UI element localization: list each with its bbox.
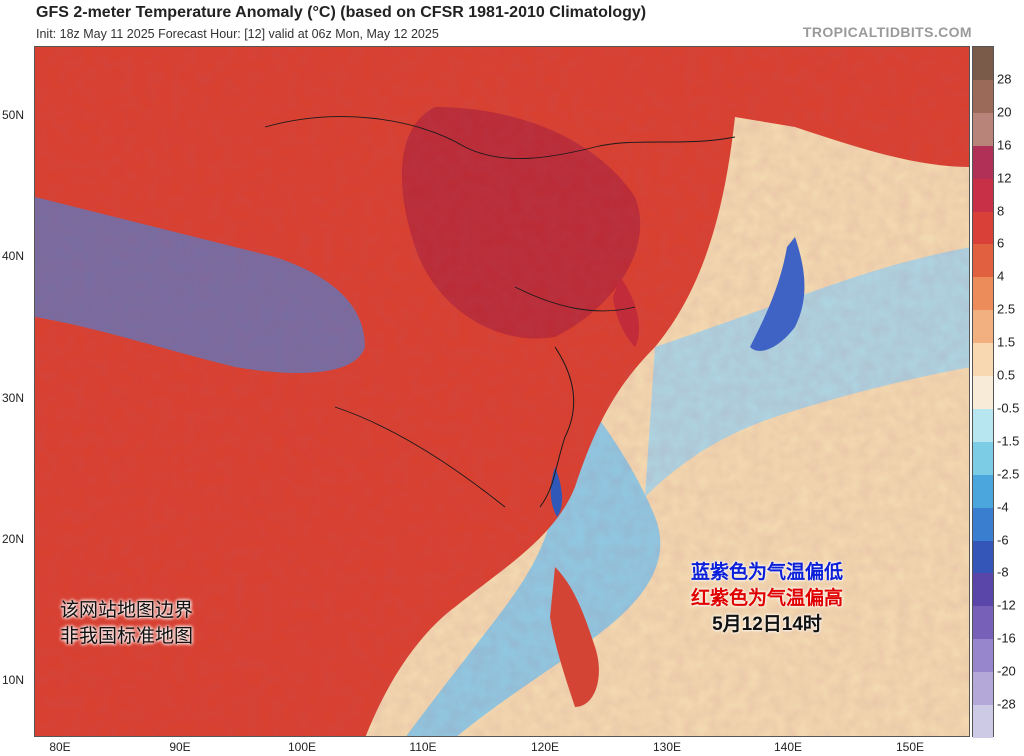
colorbar-segment: [973, 606, 993, 640]
colorbar-segment: [973, 244, 993, 278]
colorbar-segment: [973, 507, 993, 542]
colorbar-tick-label: 1.5: [997, 334, 1016, 350]
lon-label-90e: 90E: [169, 740, 191, 754]
colorbar-segment: [973, 112, 993, 147]
disclaimer-line-2: 非我国标准地图: [60, 626, 194, 647]
map-canvas: [35, 47, 969, 736]
colorbar-tick-label: 28: [997, 71, 1012, 87]
anomaly-map: [34, 46, 970, 737]
colorbar-segment: [973, 47, 993, 81]
lon-label-100e: 100E: [287, 740, 317, 754]
colorbar-segment: [973, 145, 993, 180]
colorbar-segment: [973, 277, 993, 311]
lat-label-50n: 50N: [2, 108, 25, 122]
colorbar-segment: [973, 343, 993, 377]
colorbar-segment: [973, 672, 993, 706]
colorbar-tick-label: 2.5: [997, 301, 1016, 317]
colorbar-tick-label: 6: [997, 235, 1005, 251]
lon-label-150e: 150E: [895, 740, 925, 754]
lon-label-130e: 130E: [652, 740, 682, 754]
philippines: [550, 567, 599, 707]
colorbar-tick-label: -12: [997, 597, 1016, 613]
colorbar-segment: [973, 705, 993, 739]
colorbar-tick-label: 8: [997, 203, 1005, 219]
lat-label-10n: 10N: [2, 673, 25, 687]
colorbar-tick-label: 0.5: [997, 367, 1016, 383]
colorbar-segment: [973, 310, 993, 344]
colorbar-tick-label: -0.5: [997, 400, 1020, 416]
colorbar-tick-label: -4: [997, 499, 1009, 515]
japan-cool: [750, 237, 805, 351]
colorbar: [972, 46, 994, 739]
colorbar-tick-label: -28: [997, 696, 1016, 712]
colorbar-tick-label: -2.5: [997, 466, 1020, 482]
colorbar-tick-label: -8: [997, 564, 1009, 580]
colorbar-tick-label: 12: [997, 170, 1012, 186]
colorbar-tick-label: -6: [997, 532, 1009, 548]
colorbar-tick-label: 4: [997, 268, 1005, 284]
lon-label-140e: 140E: [773, 740, 803, 754]
lon-label-110e: 110E: [409, 740, 437, 754]
korea-warm: [613, 277, 640, 347]
legend-cool-text: 蓝紫色为气温偏低: [690, 562, 843, 583]
legend-warm-text: 红紫色为气温偏高: [690, 588, 843, 609]
colorbar-segment: [973, 441, 993, 476]
colorbar-segment: [973, 211, 993, 245]
disclaimer-line-1: 该网站地图边界: [60, 600, 194, 621]
colorbar-segment: [973, 573, 993, 607]
colorbar-tick-label: -20: [997, 663, 1016, 679]
country-borders: [264, 116, 736, 508]
colorbar-tick-label: -16: [997, 630, 1016, 646]
lat-label-30n: 30N: [2, 391, 25, 405]
chart-title: GFS 2-meter Temperature Anomaly (°C) (ba…: [36, 4, 647, 21]
colorbar-segment: [973, 408, 993, 443]
colorbar-tick-label: 20: [997, 104, 1012, 120]
colorbar-tick-label: -1.5: [997, 433, 1020, 449]
colorbar-segment: [973, 79, 993, 114]
brand-watermark: TROPICALTIDBITS.COM: [802, 24, 972, 40]
colorbar-segment: [973, 376, 993, 410]
colorbar-segment: [973, 639, 993, 673]
lat-label-40n: 40N: [2, 249, 25, 263]
colorbar-segment: [973, 474, 993, 509]
colorbar-segment: [973, 178, 993, 212]
chart-subtitle: Init: 18z May 11 2025 Forecast Hour: [12…: [36, 27, 439, 41]
lat-label-20n: 20N: [2, 532, 25, 546]
legend-time-text: 5月12日14时: [712, 614, 822, 635]
lon-label-80e: 80E: [49, 740, 71, 754]
colorbar-segment: [973, 540, 993, 574]
color-legend-note: 蓝紫色为气温偏低 红紫色为气温偏高 5月12日14时: [672, 560, 862, 638]
map-disclaimer: 该网站地图边界 非我国标准地图: [60, 598, 193, 650]
china-coastline: [539, 346, 575, 508]
lon-label-120e: 120E: [530, 740, 560, 754]
texture-overlay: [35, 47, 969, 736]
colorbar-tick-label: 16: [997, 137, 1012, 153]
